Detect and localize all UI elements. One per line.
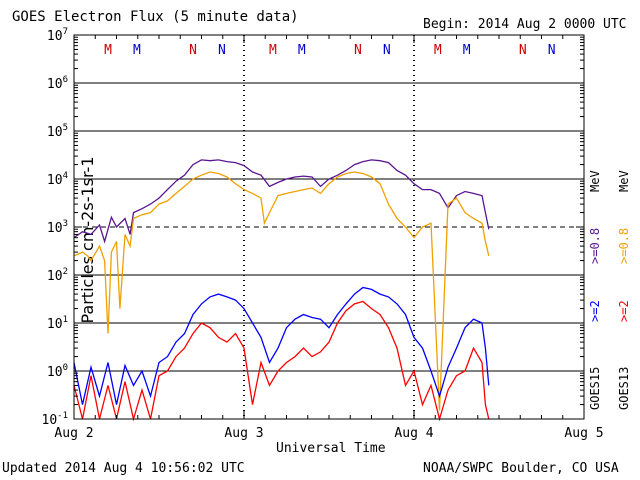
marker-m-0: M <box>104 43 112 58</box>
y-tick-label-2: 101 <box>47 315 68 332</box>
y-tick-label-1: 100 <box>47 363 68 380</box>
x-axis-label: Universal Time <box>276 441 386 456</box>
label-ge08-goes15: >=0.8 <box>588 227 602 264</box>
begin-date: Begin: 2014 Aug 2 0000 UTC <box>423 17 627 32</box>
label-mev-goes13: MeV <box>617 170 631 192</box>
series-line-3 <box>73 300 490 422</box>
series-line-2 <box>73 286 490 405</box>
footer-updated: Updated 2014 Aug 4 10:56:02 UTC <box>2 461 245 476</box>
x-tick-label-3: Aug 5 <box>564 426 603 441</box>
footer-credit: NOAA/SWPC Boulder, CO USA <box>423 461 619 476</box>
marker-n-6: N <box>354 43 362 58</box>
y-tick-label-0: 10-1 <box>42 411 69 428</box>
x-tick-label-1: Aug 3 <box>224 426 263 441</box>
label-ge2-goes13: >=2 <box>617 300 631 322</box>
chart-title: GOES Electron Flux (5 minute data) <box>12 9 299 25</box>
y-tick-label-6: 105 <box>47 123 68 140</box>
marker-n-11: N <box>548 43 556 58</box>
x-tick-label-2: Aug 4 <box>394 426 433 441</box>
label-ge08-goes13: >=0.8 <box>617 227 631 264</box>
marker-m-9: M <box>463 43 471 58</box>
marker-m-1: M <box>133 43 141 58</box>
y-tick-label-7: 106 <box>47 75 68 92</box>
label-goes15: GOES15 <box>588 366 602 410</box>
marker-m-8: M <box>434 43 442 58</box>
marker-m-5: M <box>298 43 306 58</box>
y-tick-label-8: 107 <box>47 27 68 44</box>
marker-n-7: N <box>383 43 391 58</box>
series-line-1 <box>73 171 490 411</box>
y-tick-label-5: 104 <box>47 171 68 188</box>
marker-m-4: M <box>269 43 277 58</box>
label-mev-goes15: MeV <box>588 170 602 192</box>
series-line-0 <box>73 159 490 244</box>
label-goes13: GOES13 <box>617 366 631 410</box>
y-tick-label-3: 102 <box>47 267 68 284</box>
marker-n-3: N <box>218 43 226 58</box>
x-tick-label-0: Aug 2 <box>54 426 93 441</box>
y-tick-label-4: 103 <box>47 219 68 236</box>
marker-n-10: N <box>519 43 527 58</box>
label-ge2-goes15: >=2 <box>588 300 602 322</box>
marker-n-2: N <box>189 43 197 58</box>
